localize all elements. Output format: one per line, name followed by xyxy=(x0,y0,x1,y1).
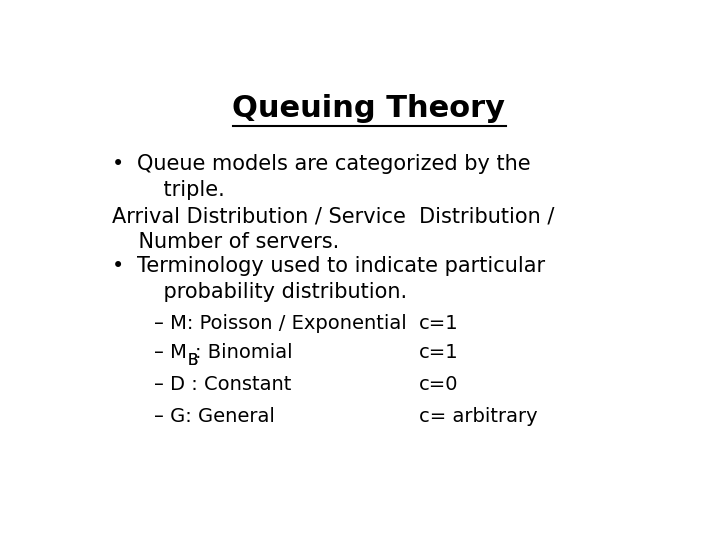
Text: Queue models are categorized by the
    triple.: Queue models are categorized by the trip… xyxy=(138,154,531,200)
Text: – M: – M xyxy=(154,343,187,362)
Text: c=1: c=1 xyxy=(419,314,459,333)
Text: c=0: c=0 xyxy=(419,375,459,394)
Text: c= arbitrary: c= arbitrary xyxy=(419,407,538,426)
Text: Queuing Theory: Queuing Theory xyxy=(233,94,505,123)
Text: •: • xyxy=(112,154,125,174)
Text: •: • xyxy=(112,256,125,276)
Text: – D : Constant: – D : Constant xyxy=(154,375,292,394)
Text: c=1: c=1 xyxy=(419,343,459,362)
Text: : Binomial: : Binomial xyxy=(195,343,293,362)
Text: Arrival Distribution / Service  Distribution /
    Number of servers.: Arrival Distribution / Service Distribut… xyxy=(112,206,554,252)
Text: – M: Poisson / Exponential: – M: Poisson / Exponential xyxy=(154,314,407,333)
Text: – G: General: – G: General xyxy=(154,407,275,426)
Text: B: B xyxy=(187,353,197,368)
Text: B: B xyxy=(187,353,197,368)
Text: Terminology used to indicate particular
    probability distribution.: Terminology used to indicate particular … xyxy=(138,256,546,302)
